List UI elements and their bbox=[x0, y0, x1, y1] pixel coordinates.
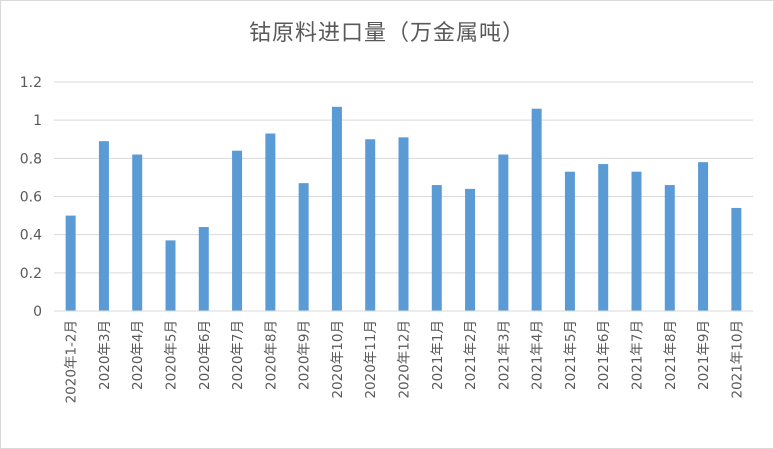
bar bbox=[664, 185, 675, 311]
x-tick-label: 2021年4月 bbox=[530, 320, 546, 390]
bar bbox=[232, 150, 243, 311]
x-tick-label: 2020年9月 bbox=[297, 320, 313, 390]
y-tick-label: 1 bbox=[33, 113, 42, 129]
bar bbox=[331, 106, 342, 311]
x-tick-label: 2021年6月 bbox=[596, 320, 612, 390]
x-tick-label: 2020年8月 bbox=[263, 320, 279, 390]
bar bbox=[365, 139, 376, 311]
x-tick-label: 2020年4月 bbox=[130, 320, 146, 390]
x-tick-label: 2021年9月 bbox=[696, 320, 712, 390]
y-tick-label: 1.2 bbox=[20, 75, 42, 91]
y-tick-labels: 0 0.2 0.4 0.6 0.8 1 1.2 bbox=[20, 75, 42, 320]
bar bbox=[631, 171, 642, 311]
bars bbox=[65, 106, 742, 311]
x-tick-label: 2020年5月 bbox=[164, 320, 180, 390]
x-tick-label: 2021年10月 bbox=[729, 320, 745, 399]
chart-title: 钴原料进口量（万金属吨） bbox=[248, 21, 525, 46]
y-tick-label: 0 bbox=[33, 304, 42, 320]
x-tick-label: 2020年11月 bbox=[363, 320, 379, 399]
x-tick-label: 2021年8月 bbox=[663, 320, 679, 390]
bar bbox=[65, 215, 76, 311]
x-tick-label: 2020年12月 bbox=[397, 320, 413, 399]
bar bbox=[564, 171, 575, 311]
bar bbox=[431, 185, 442, 311]
bar bbox=[465, 188, 476, 311]
x-tick-label: 2021年2月 bbox=[463, 320, 479, 390]
x-tick-label: 2021年7月 bbox=[630, 320, 646, 390]
bar bbox=[698, 162, 709, 311]
x-tick-labels: 2020年1-2月 2020年3月 2020年4月 2020年5月 2020年6月 202… bbox=[64, 320, 746, 403]
x-tick-label: 2020年1-2月 bbox=[64, 320, 80, 403]
x-tick-label: 2020年10月 bbox=[330, 320, 346, 399]
bar bbox=[198, 227, 209, 311]
y-tick-label: 0.2 bbox=[20, 266, 42, 282]
bar bbox=[98, 141, 109, 311]
y-tick-label: 0.8 bbox=[20, 151, 42, 167]
bar bbox=[731, 207, 742, 311]
bar bbox=[298, 183, 309, 311]
y-tick-label: 0.4 bbox=[20, 228, 42, 244]
bar bbox=[132, 154, 143, 311]
x-tick-label: 2020年7月 bbox=[230, 320, 246, 390]
bar bbox=[165, 240, 176, 311]
x-tick-label: 2021年5月 bbox=[563, 320, 579, 390]
bar bbox=[398, 137, 409, 311]
y-tick-label: 0.6 bbox=[20, 190, 42, 206]
x-tick-label: 2020年6月 bbox=[197, 320, 213, 390]
bar bbox=[598, 164, 609, 311]
bar bbox=[265, 133, 276, 311]
bar bbox=[498, 154, 509, 311]
x-tick-label: 2021年3月 bbox=[496, 320, 512, 390]
x-tick-label: 2020年3月 bbox=[97, 320, 113, 390]
bar bbox=[531, 108, 542, 311]
x-tick-label: 2021年1月 bbox=[430, 320, 446, 390]
